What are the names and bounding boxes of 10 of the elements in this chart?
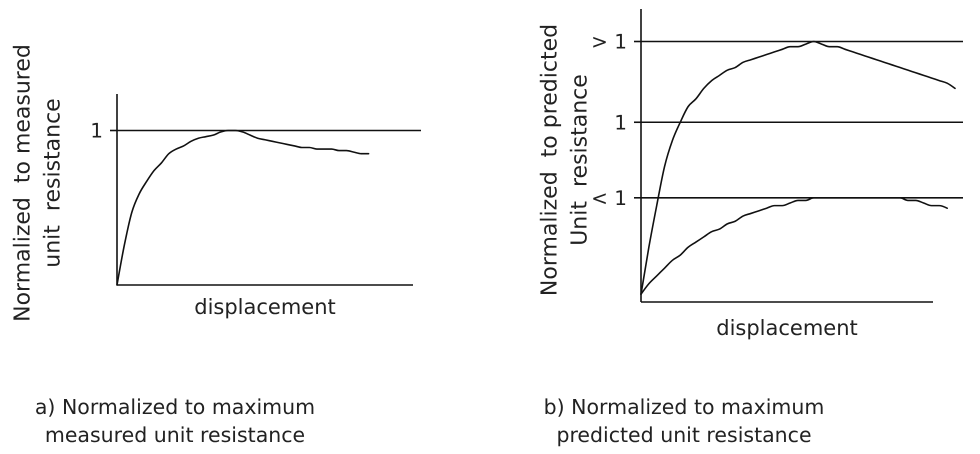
text: > 1 <box>591 30 627 54</box>
x-axis-title: displacement <box>716 316 858 340</box>
text: a) Normalized to maximum measured unit resistance <box>34 395 316 447</box>
x-axis-title: displacement <box>194 295 336 319</box>
y-axis-title: Normalized to measured unit resistance <box>10 44 66 322</box>
y-axis-title: Normalized to predicted Unit resistance <box>538 24 592 296</box>
ref-line-label: 1 <box>90 118 103 142</box>
text: < 1 <box>591 186 627 210</box>
text: b) Normalized to maximum predicted unit resistance <box>544 395 824 447</box>
text: 1 <box>614 110 627 134</box>
